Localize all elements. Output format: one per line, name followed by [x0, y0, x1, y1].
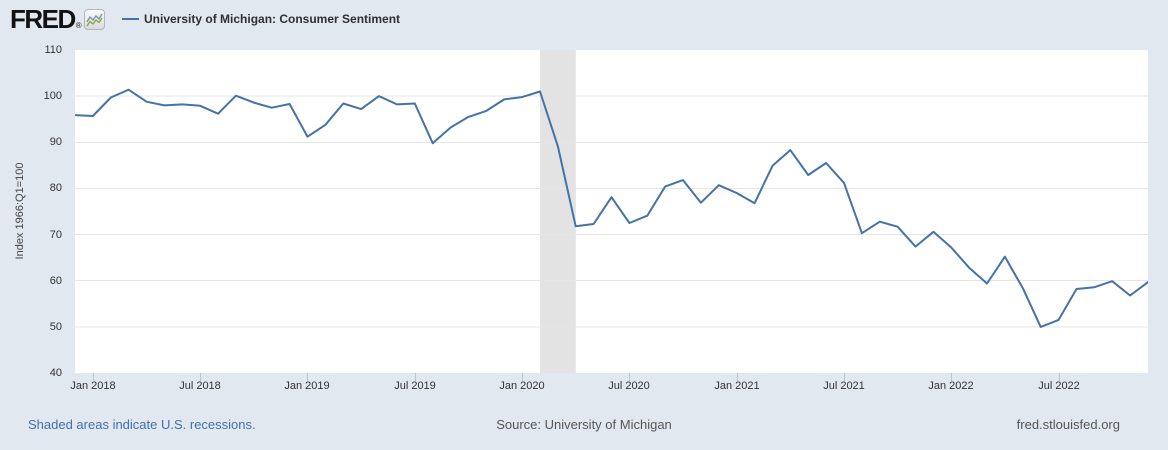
plot-area[interactable]	[75, 50, 1148, 373]
y-tick-label: 80	[49, 182, 62, 195]
x-tick-mark	[951, 373, 952, 381]
site-note: fred.stlouisfed.org	[1016, 417, 1120, 432]
x-tick-label: Jul 2022	[1038, 380, 1080, 392]
y-tick-label: 100	[43, 90, 62, 103]
legend-series-label[interactable]: University of Michigan: Consumer Sentime…	[144, 12, 401, 26]
x-tick-label: Jul 2019	[394, 380, 436, 392]
x-tick-label: Jan 2018	[70, 380, 116, 392]
y-tick-label: 110	[44, 44, 62, 56]
x-tick-label: Jan 2019	[284, 380, 330, 392]
fred-logo-text: FRED	[10, 4, 76, 34]
fred-logo[interactable]: FRED ®	[10, 4, 105, 35]
x-tick-label: Jan 2022	[928, 380, 974, 392]
y-tick-label: 90	[49, 136, 62, 149]
x-tick-label: Jul 2018	[179, 380, 221, 392]
x-tick-label: Jul 2021	[823, 380, 865, 392]
x-tick-label: Jul 2020	[608, 380, 650, 392]
y-tick-label: 40	[49, 367, 62, 379]
x-tick-label: Jan 2020	[499, 380, 545, 392]
x-tick-mark	[522, 373, 523, 381]
chart-footer: Shaded areas indicate U.S. recessions. S…	[0, 415, 1168, 435]
fred-sparkline-icon	[83, 9, 105, 35]
chart-header: FRED ® University of Michiga	[0, 0, 1168, 40]
y-axis-title: Index 1966:Q1=100	[14, 162, 26, 260]
x-tick-label: Jan 2021	[714, 380, 760, 392]
x-tick-mark	[1059, 373, 1060, 381]
chart-legend: University of Michigan: Consumer Sentime…	[122, 12, 400, 26]
registered-trademark: ®	[75, 21, 82, 30]
y-tick-label: 70	[49, 228, 62, 241]
y-tick-label: 50	[49, 320, 62, 333]
source-note: Source: University of Michigan	[496, 417, 672, 432]
y-tick-label: 60	[49, 274, 62, 287]
x-tick-mark	[737, 373, 738, 381]
x-tick-mark	[93, 373, 94, 381]
legend-line-swatch	[122, 18, 139, 20]
x-tick-mark	[415, 373, 416, 381]
x-tick-mark	[200, 373, 201, 381]
x-tick-mark	[844, 373, 845, 381]
recession-band	[540, 50, 576, 373]
x-tick-mark	[307, 373, 308, 381]
recession-note-link[interactable]: Shaded areas indicate U.S. recessions.	[28, 417, 256, 432]
sentiment-line[interactable]	[75, 88, 1148, 328]
x-tick-mark	[629, 373, 630, 381]
